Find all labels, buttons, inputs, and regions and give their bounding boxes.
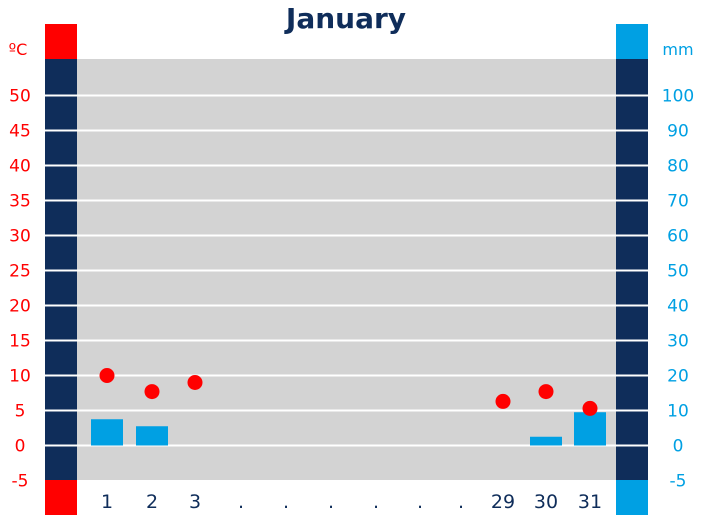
temperature-points (99, 368, 598, 416)
x-tick-label: 2 (146, 491, 158, 513)
temperature-point (582, 400, 598, 416)
right-tick-label: 30 (667, 332, 689, 352)
left-tick-label: 20 (9, 297, 31, 317)
right-tick-label: 90 (667, 122, 689, 142)
temperature-point (538, 384, 554, 400)
x-tick-label: . (283, 491, 289, 513)
x-tick-label: 1 (101, 491, 113, 513)
left-tick-label: 40 (9, 157, 31, 177)
x-tick-label: . (458, 491, 464, 513)
right-tick-label: 60 (667, 227, 689, 247)
left-axis-cap-top (45, 24, 77, 59)
right-tick-label: -5 (670, 472, 687, 492)
precipitation-bar (530, 436, 562, 446)
left-tick-label: 25 (9, 262, 31, 282)
left-tick-label: 5 (15, 402, 26, 422)
left-tick-label: -5 (12, 472, 29, 492)
right-axis-cap-bottom (616, 480, 648, 515)
x-tick-label: . (328, 491, 334, 513)
left-axis-unit: ºC (9, 40, 28, 59)
right-tick-label: 50 (667, 262, 689, 282)
precipitation-bar (91, 419, 123, 446)
x-tick-label: 30 (534, 491, 558, 513)
right-tick-label: 70 (667, 192, 689, 212)
precipitation-bar (574, 412, 606, 446)
x-tick-label: . (373, 491, 379, 513)
x-axis-ticks: 1 2 3...... 29 30 31 (101, 491, 602, 513)
temperature-point (144, 384, 160, 400)
right-tick-label: 20 (667, 367, 689, 387)
left-tick-label: 15 (9, 332, 31, 352)
right-tick-label: 100 (662, 87, 694, 107)
precipitation-bars (91, 412, 606, 446)
left-tick-label: 30 (9, 227, 31, 247)
right-tick-label: 10 (667, 402, 689, 422)
left-tick-label: 45 (9, 122, 31, 142)
right-tick-label: 0 (673, 437, 684, 457)
left-tick-label: 10 (9, 367, 31, 387)
chart-title: January (284, 2, 406, 35)
x-tick-label: 3 (189, 491, 201, 513)
right-tick-label: 80 (667, 157, 689, 177)
precipitation-bar (136, 426, 168, 446)
left-axis-cap-bottom (45, 480, 77, 515)
x-tick-label: . (417, 491, 423, 513)
left-tick-label: 0 (15, 437, 26, 457)
x-tick-label: . (238, 491, 244, 513)
temperature-point (495, 393, 511, 409)
grid-lines (45, 94, 648, 447)
right-axis-unit: mm (662, 40, 693, 59)
right-axis-cap-top (616, 24, 648, 59)
left-tick-label: 35 (9, 192, 31, 212)
x-tick-label: 29 (491, 491, 515, 513)
x-tick-label: 31 (578, 491, 602, 513)
temperature-point (187, 375, 203, 390)
temperature-point (99, 368, 115, 383)
right-tick-label: 40 (667, 297, 689, 317)
left-tick-label: 50 (9, 87, 31, 107)
